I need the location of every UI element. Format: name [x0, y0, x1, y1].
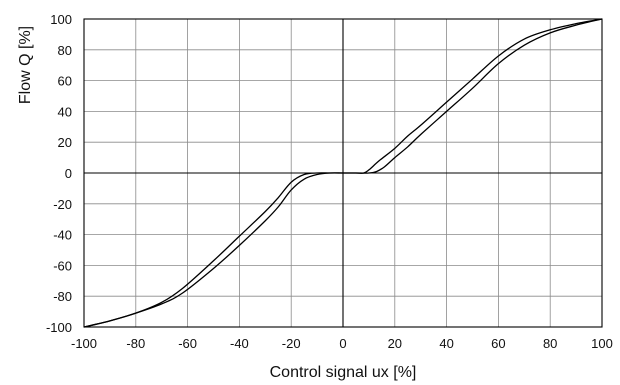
x-tick-label: -100 — [71, 336, 97, 351]
y-tick-labels: -100 -80 -60 -40 -20 0 20 40 60 80 100 — [46, 12, 72, 335]
x-tick-label: 40 — [439, 336, 453, 351]
y-tick-label: 0 — [65, 166, 72, 181]
x-tick-labels: -100 -80 -60 -40 -20 0 20 40 60 80 100 — [71, 336, 613, 351]
y-tick-label: 60 — [58, 74, 72, 89]
x-tick-label: 0 — [339, 336, 346, 351]
x-tick-label: -40 — [230, 336, 249, 351]
y-tick-label: 40 — [58, 104, 72, 119]
x-tick-label: 60 — [491, 336, 505, 351]
y-axis-title: Flow Q [%] — [17, 26, 34, 104]
flow-curve-2 — [83, 18, 603, 328]
y-tick-label: -40 — [53, 228, 72, 243]
y-tick-label: -60 — [53, 258, 72, 273]
y-tick-label: 100 — [50, 12, 72, 27]
y-tick-label: 20 — [58, 135, 72, 150]
x-tick-label: 100 — [591, 336, 613, 351]
x-tick-label: -20 — [282, 336, 301, 351]
x-tick-label: -60 — [178, 336, 197, 351]
y-tick-label: -20 — [53, 197, 72, 212]
y-tick-label: 80 — [58, 43, 72, 58]
x-tick-label: 80 — [543, 336, 557, 351]
x-axis-title: Control signal ux [%] — [270, 364, 417, 381]
plot-frame — [83, 18, 603, 328]
y-tick-label: -80 — [53, 289, 72, 304]
x-tick-label: 20 — [388, 336, 402, 351]
series-curves — [83, 18, 603, 328]
x-tick-label: -80 — [126, 336, 145, 351]
y-tick-label: -100 — [46, 320, 72, 335]
